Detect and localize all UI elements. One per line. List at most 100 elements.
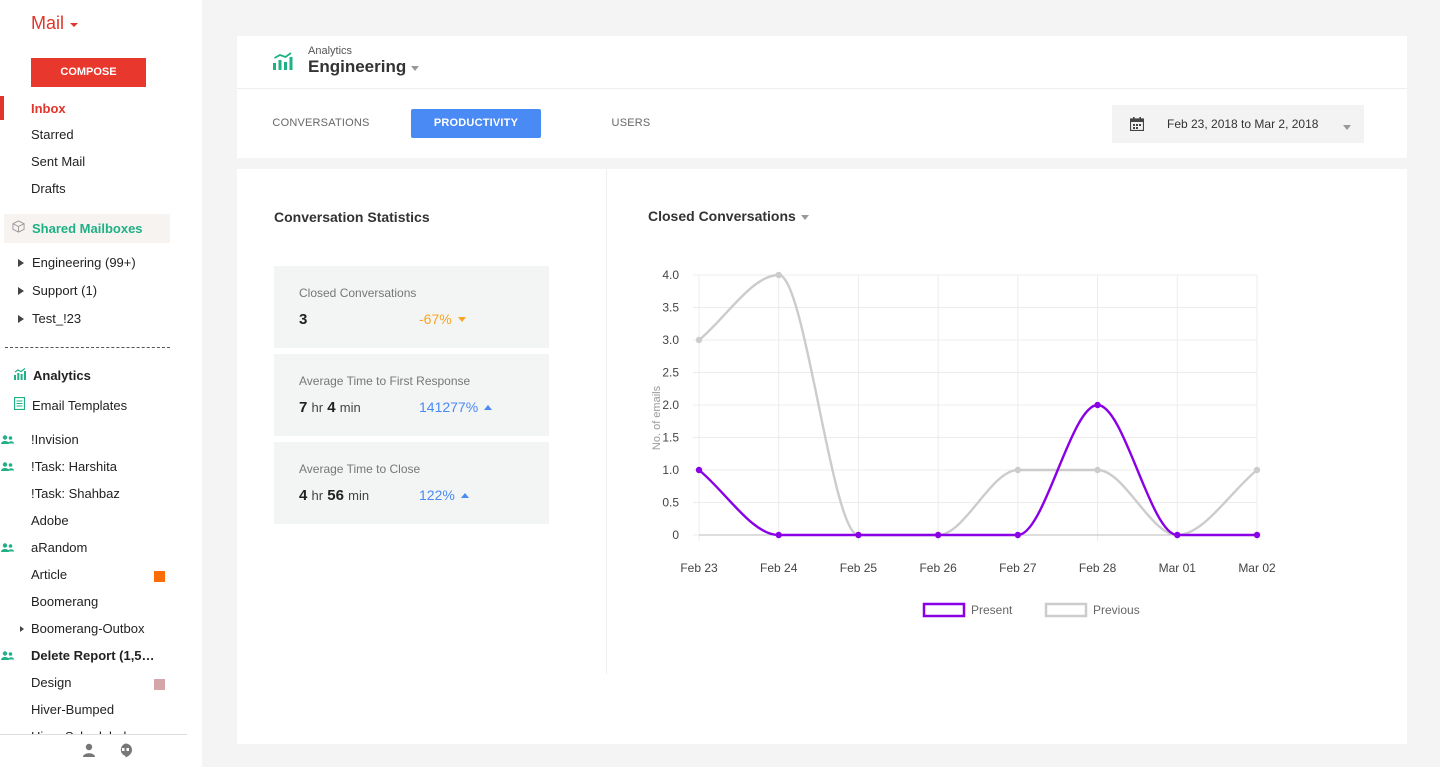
stat-value: 3 — [299, 311, 308, 328]
tab-users[interactable]: USERS — [611, 117, 651, 129]
data-point-present — [1174, 531, 1181, 539]
panel-divider — [606, 169, 607, 674]
stat-change-value: -67% — [419, 311, 452, 327]
data-point-present — [1253, 531, 1261, 539]
label-text: Boomerang — [31, 594, 99, 609]
y-tick-label: 1.0 — [662, 463, 679, 477]
mailbox-engineering[interactable]: Engineering (99+) — [18, 255, 136, 270]
stat-change: -67% — [419, 311, 466, 327]
person-icon[interactable] — [82, 743, 96, 762]
analytics-icon — [273, 52, 293, 75]
sidebar-analytics[interactable]: Analytics — [14, 368, 91, 383]
mailbox-label: Engineering (99+) — [32, 255, 136, 270]
header-subtitle: Analytics — [308, 45, 353, 57]
label-item[interactable]: Design — [0, 675, 175, 693]
nav-sent-mail[interactable]: Sent Mail — [31, 154, 86, 169]
label-text: Design — [31, 675, 72, 690]
stat-closed-conversations: Closed Conversations 3 -67% — [274, 266, 549, 348]
app-menu-button[interactable]: Mail — [31, 13, 79, 34]
data-point-previous — [1094, 466, 1101, 474]
shared-mailboxes-label: Shared Mailboxes — [32, 221, 143, 236]
label-text: aRandom — [31, 540, 88, 555]
mailbox-support[interactable]: Support (1) — [18, 283, 97, 298]
header-title: Engineering — [308, 57, 407, 76]
tab-conversations[interactable]: CONVERSATIONS — [272, 117, 370, 129]
label-color-swatch — [154, 571, 165, 582]
sidebar-divider — [5, 347, 170, 348]
closed-conversations-chart: 0 0.5 1.0 1.5 2.0 2.5 3.0 3.5 4.0 Feb 23 Feb 24 Feb… — [651, 268, 1276, 618]
stat-change-value: 141277% — [419, 399, 479, 415]
expand-arrow-icon — [18, 286, 24, 295]
label-item[interactable]: Delete Report (1,5… — [0, 648, 175, 666]
mailbox-test[interactable]: Test_!23 — [18, 311, 81, 326]
compose-button[interactable]: COMPOSE — [31, 58, 146, 87]
label-item[interactable]: !Invision — [0, 432, 175, 450]
y-tick-label: 3.0 — [662, 333, 679, 347]
hangouts-icon[interactable] — [118, 743, 133, 763]
email-templates-label: Email Templates — [32, 397, 128, 413]
trend-up-icon — [460, 492, 469, 498]
people-icon — [1, 541, 14, 556]
y-tick-label: 0.5 — [662, 496, 679, 510]
expand-arrow-icon — [18, 314, 24, 323]
people-icon — [1, 649, 14, 664]
mailbox-label: Support (1) — [32, 283, 98, 298]
nav-starred[interactable]: Starred — [31, 127, 74, 142]
label-text: Delete Report (1,5… — [31, 648, 155, 663]
y-tick-label: 2.0 — [662, 398, 679, 412]
label-item[interactable]: !Task: Harshita — [0, 459, 175, 477]
label-item[interactable]: aRandom — [0, 540, 175, 558]
legend-swatch-present — [922, 602, 966, 618]
tab-productivity[interactable]: PRODUCTIVITY — [411, 109, 541, 138]
x-tick-label: Feb 27 — [999, 561, 1037, 575]
mailbox-selector[interactable]: Engineering — [308, 57, 420, 77]
stat-label: Average Time to First Response — [299, 374, 471, 388]
stat-hours: 4 — [299, 487, 308, 504]
nav-inbox[interactable]: Inbox — [31, 101, 66, 116]
sidebar-footer — [0, 734, 187, 767]
chevron-down-icon — [800, 214, 809, 220]
stat-min-unit: min — [348, 488, 370, 503]
label-text: Adobe — [31, 513, 69, 528]
y-tick-label: 1.5 — [662, 431, 679, 445]
date-range-picker[interactable]: Feb 23, 2018 to Mar 2, 2018 — [1112, 105, 1364, 143]
x-tick-label: Feb 25 — [840, 561, 878, 575]
analytics-label: Analytics — [33, 368, 91, 383]
data-point-previous — [1014, 466, 1022, 474]
chart-metric-selector[interactable]: Closed Conversations — [648, 208, 809, 224]
stat-hr-unit: hr — [311, 400, 324, 415]
y-tick-label: 4.0 — [662, 268, 679, 282]
label-text: !Invision — [31, 432, 79, 447]
label-item[interactable]: Boomerang-Outbox — [0, 621, 175, 639]
label-item[interactable]: !Task: Shahbaz — [0, 486, 175, 504]
stat-value: 4 hr 56 min — [299, 487, 369, 504]
legend-swatch-previous — [1044, 602, 1088, 618]
label-color-swatch — [154, 679, 165, 690]
stat-label: Average Time to Close — [299, 462, 421, 476]
date-range-text: Feb 23, 2018 to Mar 2, 2018 — [1167, 117, 1319, 131]
sidebar-email-templates[interactable]: Email Templates — [13, 396, 128, 413]
stat-change: 141277% — [419, 399, 493, 415]
label-item[interactable]: Hiver-Bumped — [0, 702, 175, 720]
trend-down-icon — [457, 316, 466, 322]
shared-mailboxes-header[interactable]: Shared Mailboxes — [4, 214, 170, 243]
data-point-present — [775, 531, 782, 539]
label-text: !Task: Shahbaz — [31, 486, 120, 501]
expand-arrow-icon[interactable] — [20, 626, 24, 632]
chevron-down-icon — [70, 22, 79, 27]
label-item[interactable]: Boomerang — [0, 594, 175, 612]
label-text: !Task: Harshita — [31, 459, 117, 474]
label-text: Boomerang-Outbox — [31, 621, 145, 636]
legend-label-present: Present — [971, 603, 1013, 617]
x-tick-label: Mar 02 — [1238, 561, 1276, 575]
y-tick-label: 2.5 — [662, 366, 679, 380]
data-point-present — [1014, 531, 1022, 539]
label-text: Article — [31, 567, 68, 582]
stat-value: 7 hr 4 min — [299, 399, 361, 416]
data-point-present — [1094, 401, 1101, 409]
header-top: Analytics Engineering — [237, 36, 1407, 89]
nav-drafts[interactable]: Drafts — [31, 181, 66, 196]
label-item[interactable]: Article — [0, 567, 175, 585]
chevron-down-icon — [411, 65, 420, 71]
label-item[interactable]: Adobe — [0, 513, 175, 531]
